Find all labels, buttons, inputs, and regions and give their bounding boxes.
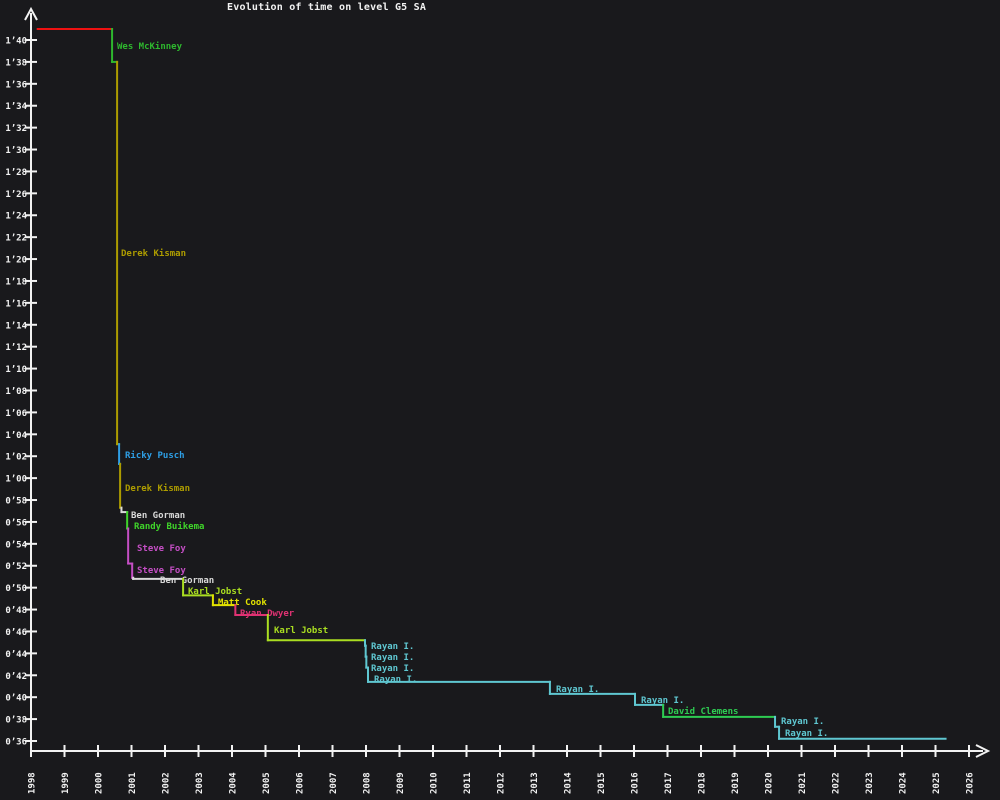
y-tick-label: 1’00 (5, 475, 27, 485)
record-holder-label: Rayan I. (641, 696, 684, 706)
x-tick-label: 2001 (128, 772, 138, 794)
x-axis-arrow (975, 744, 991, 758)
x-tick-label: 2009 (396, 772, 406, 794)
record-holder-label: David Clemens (668, 706, 738, 717)
x-tick-label: 2020 (765, 772, 775, 794)
y-tick-label: 1’08 (5, 387, 27, 397)
record-holder-label: Rayan I. (374, 675, 417, 685)
x-tick-label: 2015 (597, 772, 607, 794)
record-holder-label: Karl Jobst (188, 587, 242, 597)
record-holder-label: Randy Buikema (134, 521, 204, 532)
y-tick-label: 1’12 (5, 343, 27, 353)
x-tick-label: 2011 (463, 772, 473, 794)
y-tick-label: 1’10 (5, 365, 27, 375)
record-holder-label: Rayan I. (785, 729, 828, 739)
y-tick-label: 1’32 (5, 124, 27, 134)
x-tick-label: 2008 (363, 772, 373, 794)
y-tick-label: 1’26 (5, 190, 27, 200)
y-tick-label: 0’38 (5, 716, 27, 726)
y-tick-label: 1’34 (5, 102, 27, 112)
record-holder-label: Rayan I. (556, 685, 599, 695)
y-tick-label: 1’38 (5, 58, 27, 68)
y-tick-label: 0’56 (5, 518, 27, 528)
x-tick-label: 1999 (61, 772, 71, 794)
record-holder-label: Derek Kisman (121, 248, 186, 259)
x-tick-label: 2017 (664, 772, 674, 794)
x-tick-label: 2024 (899, 772, 909, 794)
chart-title: Evolution of time on level G5 SA (227, 2, 427, 13)
y-tick-label: 0’42 (5, 672, 27, 682)
y-tick-label: 1’20 (5, 256, 27, 266)
y-tick-label: 0’58 (5, 497, 27, 507)
x-tick-label: 2000 (95, 772, 105, 794)
record-holder-label: Steve Foy (137, 566, 186, 576)
y-tick-label: 1’14 (5, 321, 27, 331)
record-holder-label: Wes McKinney (117, 41, 183, 52)
record-holder-label: Rayan I. (371, 664, 414, 674)
x-tick-label: 2004 (229, 772, 239, 794)
x-tick-label: 2013 (530, 772, 540, 794)
y-tick-label: 1’22 (5, 234, 27, 244)
record-holder-label: Ben Gorman (131, 511, 185, 521)
record-holder-label: Rayan I. (371, 642, 414, 652)
x-tick-label: 2025 (932, 772, 942, 794)
x-tick-label: 1998 (28, 772, 38, 794)
x-tick-label: 2007 (329, 772, 339, 794)
record-holder-label: Ben Gorman (160, 576, 214, 586)
record-holder-label: Rayan I. (781, 717, 824, 727)
x-tick-label: 2002 (162, 772, 172, 794)
y-tick-label: 0’48 (5, 606, 27, 616)
x-tick-label: 2021 (798, 772, 808, 794)
y-tick-label: 0’54 (5, 540, 27, 550)
x-tick-label: 2026 (966, 772, 976, 794)
y-tick-label: 0’46 (5, 628, 27, 638)
x-tick-label: 2012 (497, 772, 507, 794)
x-tick-label: 2003 (195, 772, 205, 794)
x-tick-label: 2010 (430, 772, 440, 794)
record-holder-label: Matt Cook (218, 598, 267, 608)
y-tick-label: 0’40 (5, 694, 27, 704)
y-tick-label: 1’24 (5, 212, 27, 222)
record-holder-label: Ryan Dwyer (240, 609, 295, 619)
y-tick-label: 1’06 (5, 409, 27, 419)
y-tick-label: 1’04 (5, 431, 27, 441)
x-tick-label: 2023 (865, 772, 875, 794)
x-tick-label: 2006 (296, 772, 306, 794)
x-tick-label: 2014 (564, 772, 574, 794)
y-tick-label: 1’28 (5, 168, 27, 178)
y-tick-label: 0’36 (5, 737, 27, 747)
y-tick-label: 1’30 (5, 146, 27, 156)
record-holder-label: Steve Foy (137, 544, 186, 554)
y-tick-label: 0’52 (5, 562, 27, 572)
y-tick-label: 1’18 (5, 277, 27, 287)
y-tick-label: 0’50 (5, 584, 27, 594)
record-holder-label: Ricky Pusch (125, 450, 185, 461)
x-tick-label: 2005 (262, 772, 272, 794)
record-holder-label: Derek Kisman (125, 483, 190, 494)
x-tick-label: 2018 (698, 772, 708, 794)
y-tick-label: 1’36 (5, 80, 27, 90)
record-holder-label: Karl Jobst (274, 626, 328, 636)
y-tick-label: 1’16 (5, 299, 27, 309)
record-holder-label: Rayan I. (371, 653, 414, 663)
x-tick-label: 2019 (731, 772, 741, 794)
y-tick-label: 1’02 (5, 453, 27, 463)
y-tick-label: 0’44 (5, 650, 27, 660)
y-axis-arrow (24, 6, 38, 21)
x-tick-label: 2016 (631, 772, 641, 794)
y-tick-label: 1’40 (5, 37, 27, 47)
x-tick-label: 2022 (832, 772, 842, 794)
